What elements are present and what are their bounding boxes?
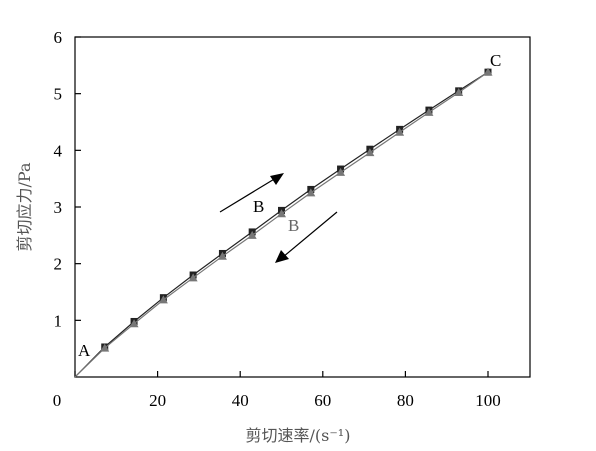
x-axis: 0 20 40 60 80 100 [53, 371, 501, 410]
x-tick-label: 20 [149, 391, 166, 410]
series-2-point [454, 88, 464, 97]
series-2-point [483, 67, 493, 76]
x-tick-label: 100 [475, 391, 501, 410]
series-2-point [277, 209, 286, 218]
y-axis: 1 2 3 4 5 6 [54, 28, 81, 330]
series-2-point [424, 107, 434, 116]
series-2-point [336, 167, 346, 176]
y-tick-label: 6 [54, 28, 63, 47]
x-tick-label: 40 [232, 391, 249, 410]
y-tick-label: 5 [54, 85, 63, 104]
y-tick-label: 2 [54, 255, 63, 274]
series-line-1 [74, 71, 489, 378]
x-tick-label: 60 [314, 391, 331, 410]
series-2-point [158, 295, 168, 304]
series-2-point [306, 188, 316, 197]
x-tick-label: 0 [53, 391, 62, 410]
x-tick-label: 80 [397, 391, 414, 410]
series-line-2 [74, 71, 489, 378]
series-2-point [100, 343, 110, 352]
series-2-point [365, 148, 375, 157]
point-label-a: A [78, 341, 91, 360]
increase-arrow [219, 173, 284, 213]
y-axis-title: 剪切应力/Pa [15, 162, 34, 251]
series-2-point [129, 319, 139, 328]
point-label-c: C [490, 51, 501, 70]
point-label-b-up: B [253, 197, 264, 216]
series-2-point [395, 127, 405, 136]
y-tick-label: 3 [54, 198, 63, 217]
y-tick-label: 4 [54, 141, 63, 160]
x-axis-title: 剪切速率/(s⁻¹) [246, 426, 351, 445]
series-2-point [247, 230, 257, 239]
point-label-b-down: B [288, 216, 299, 235]
y-tick-label: 1 [54, 311, 63, 330]
series-layer [74, 67, 493, 378]
series-2-point [188, 273, 198, 282]
decrease-arrow [275, 211, 338, 263]
series-2-point [217, 251, 227, 260]
